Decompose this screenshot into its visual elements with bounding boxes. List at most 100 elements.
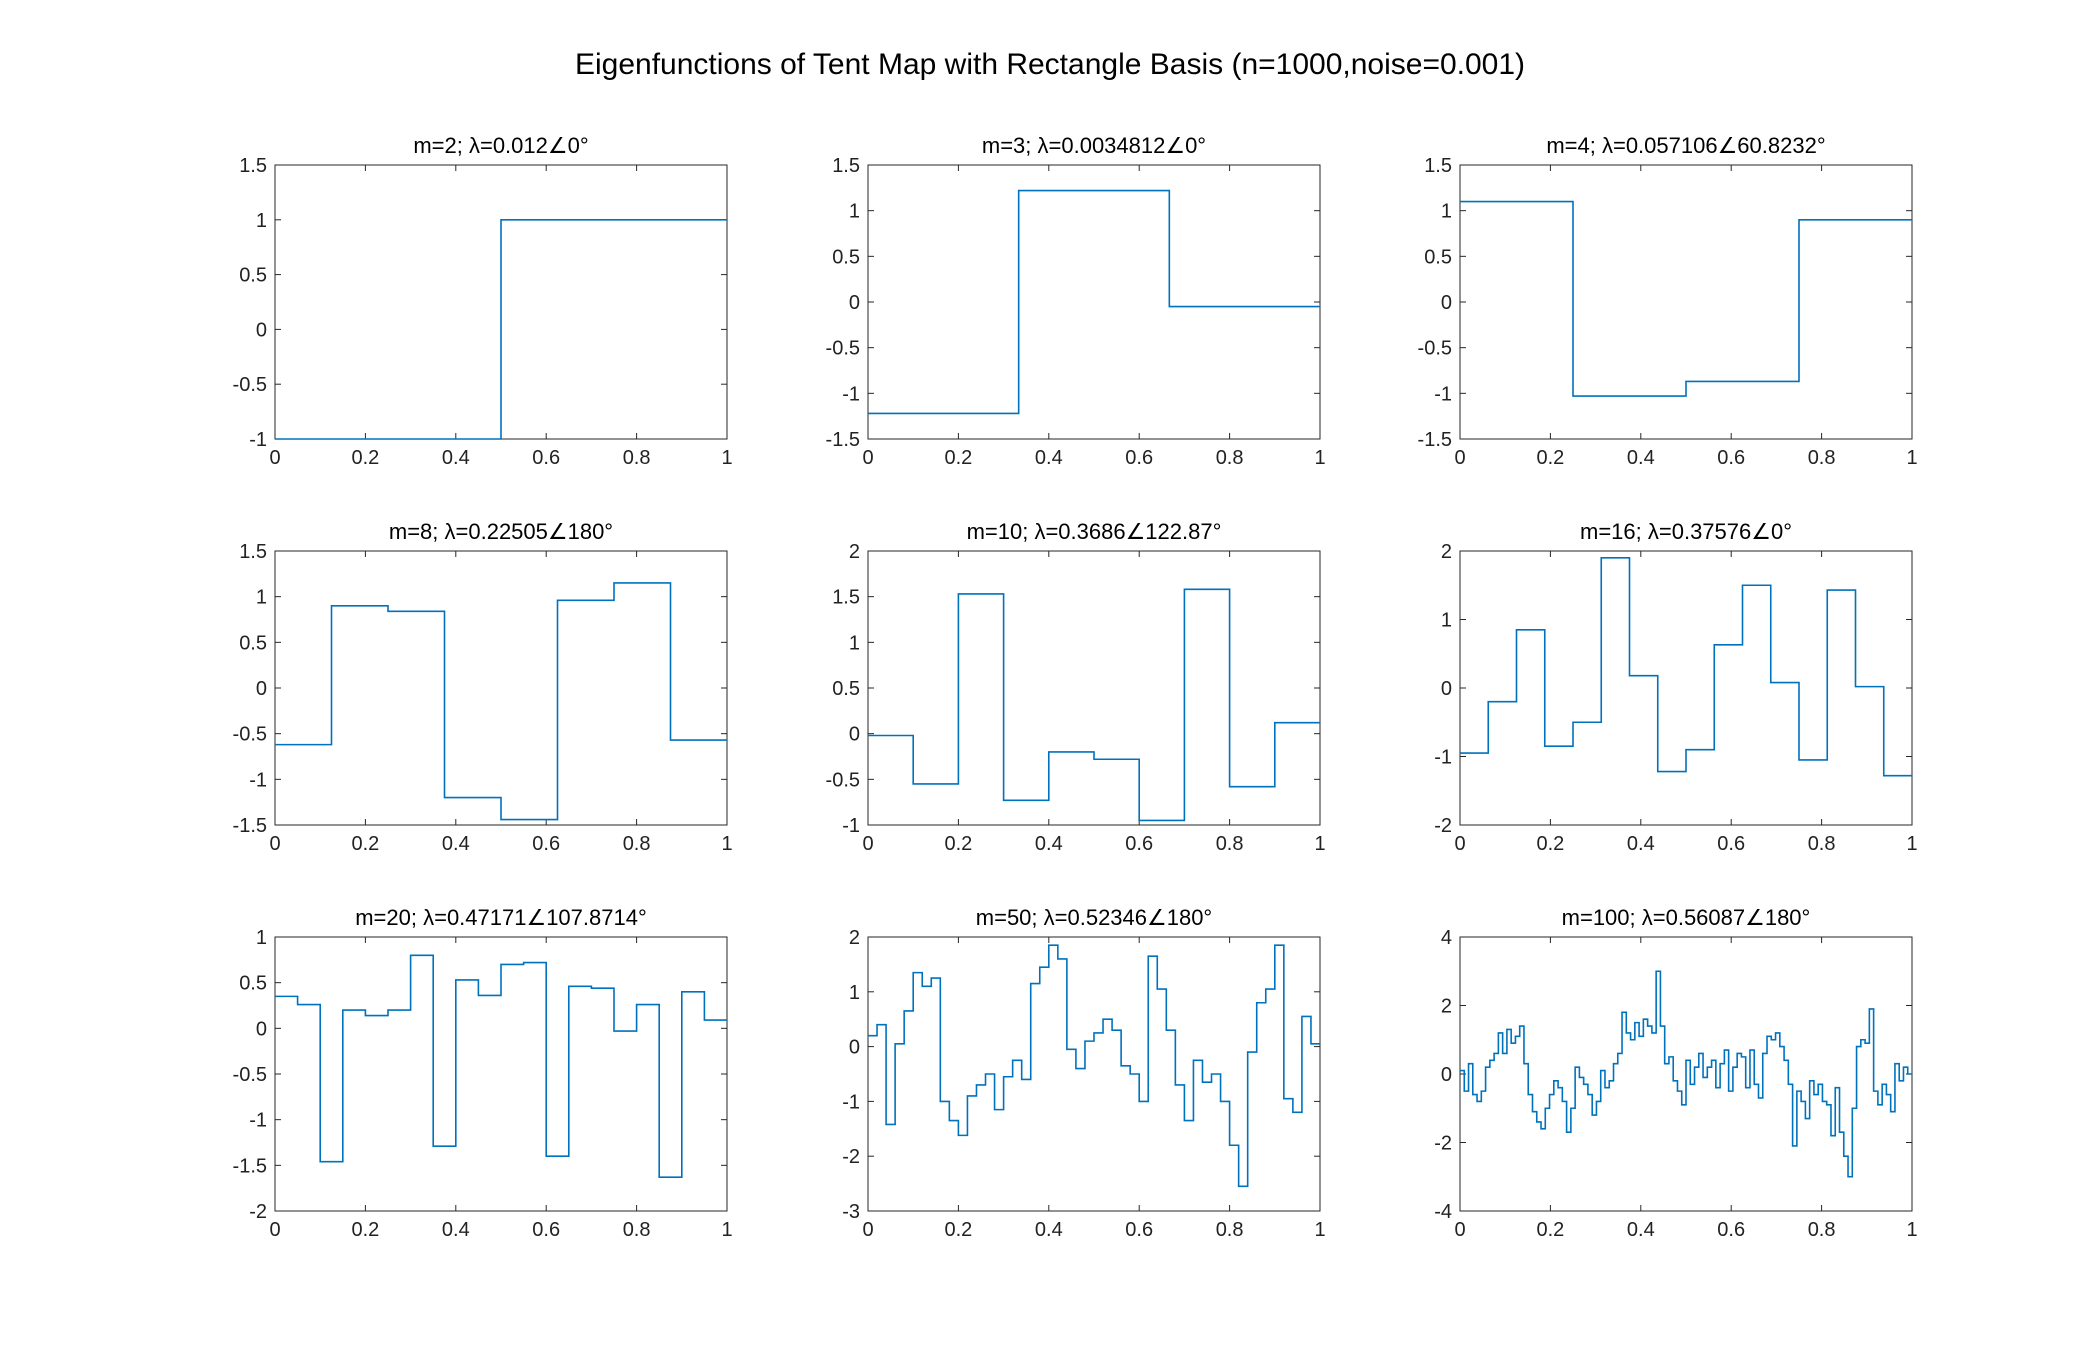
y-tick-label: 1.5 [832,587,860,609]
x-tick-label: 1 [1906,833,1917,855]
x-tick-label: 0.2 [1536,1219,1564,1241]
x-tick-label: 0.6 [532,1219,560,1241]
y-tick-label: -1.5 [233,815,267,837]
y-tick-label: 0 [1441,1064,1452,1086]
x-tick-label: 0.2 [1536,447,1564,469]
y-tick-label: 2 [1441,541,1452,563]
y-tick-label: 2 [849,541,860,563]
axes-box [867,936,1321,1212]
y-tick-label: -1 [249,769,267,791]
x-tick-label: 0.6 [1125,447,1153,469]
x-tick-label: 0.6 [1125,833,1153,855]
subplot-title: m=100; λ=0.56087∠180° [1562,905,1811,930]
x-tick-label: 0.6 [532,447,560,469]
y-tick-label: -2 [249,1201,267,1223]
x-tick-label: 0.2 [944,1219,972,1241]
y-tick-label: 0 [849,724,860,746]
x-tick-label: 0.4 [442,1219,470,1241]
x-tick-label: 0.6 [1717,447,1745,469]
x-tick-label: 0 [269,833,280,855]
y-tick-label: -1.5 [233,1155,267,1177]
x-tick-label: 0.4 [442,833,470,855]
subplot-title: m=16; λ=0.37576∠0° [1580,519,1792,544]
x-tick-label: 0 [862,1219,873,1241]
x-tick-label: 0 [862,447,873,469]
x-tick-label: 1 [721,833,732,855]
x-tick-label: 0.4 [1035,833,1063,855]
subplot-title: m=2; λ=0.012∠0° [413,133,588,158]
eigenfunction-line [868,189,1320,415]
subplot-title: m=50; λ=0.52346∠180° [976,905,1212,930]
x-tick-label: 0 [269,1219,280,1241]
y-tick-label: -0.5 [826,338,860,360]
x-tick-label: 0.2 [944,447,972,469]
subplot-title: m=8; λ=0.22505∠180° [389,519,613,544]
y-tick-label: 1.5 [1424,155,1452,177]
y-tick-label: 2 [849,927,860,949]
subplot-9: m=100; λ=0.56087∠180° 0 0.2 0.4 0.6 0.8 1 -4 -2 0… [1434,905,1917,1241]
x-tick-label: 0.6 [1125,1219,1153,1241]
y-tick-label: -0.5 [233,724,267,746]
subplot-6: m=16; λ=0.37576∠0° 0 0.2 0.4 0.6 0.8 1 -2 -1 0 1 2 [1434,519,1917,855]
y-tick-label: -3 [842,1201,860,1223]
subplot-title: m=20; λ=0.47171∠107.8714° [355,905,647,930]
subplot-4: m=8; λ=0.22505∠180° 0 0.2 0.4 0.6 0.8 1 -1.5 -1 -… [233,519,733,855]
x-tick-label: 0 [1454,833,1465,855]
y-tick-label: 1 [1441,201,1452,223]
x-tick-label: 0.8 [623,447,651,469]
x-tick-label: 1 [1314,833,1325,855]
eigenfunction-line [1460,970,1912,1178]
y-tick-label: -1 [842,1091,860,1113]
x-tick-label: 0.8 [1216,1219,1244,1241]
y-tick-label: -1.5 [1418,429,1452,451]
y-tick-label: 0.5 [832,678,860,700]
y-tick-label: 1 [256,927,267,949]
eigenfunction-line [275,219,727,440]
x-tick-label: 0.4 [1627,447,1655,469]
y-tick-label: 1.5 [239,541,267,563]
eigenfunction-line [275,582,727,821]
subplot-3: m=4; λ=0.057106∠60.8232° 0 0.2 0.4 0.6 0.8 1 -1… [1418,133,1918,469]
y-tick-label: 1.5 [832,155,860,177]
subplot-1: m=2; λ=0.012∠0° 0 0.2 0.4 0.6 0.8 1 -1 -0.5 0 0.5 1… [233,133,733,469]
y-tick-label: -1 [842,383,860,405]
y-tick-label: 1 [256,210,267,232]
x-tick-label: 0.4 [1627,1219,1655,1241]
x-tick-label: 1 [721,447,732,469]
figure-title: Eigenfunctions of Tent Map with Rectangl… [574,48,1526,81]
y-tick-label: -1.5 [826,429,860,451]
axes-box [1459,164,1913,440]
y-tick-label: -0.5 [233,1064,267,1086]
y-tick-label: -1 [1434,383,1452,405]
y-tick-label: -0.5 [1418,338,1452,360]
x-tick-label: 0.8 [623,833,651,855]
y-tick-label: 1 [256,587,267,609]
subplot-2: m=3; λ=0.0034812∠0° 0 0.2 0.4 0.6 0.8 1 -1.5 -1 -… [826,133,1326,469]
y-tick-label: 0.5 [832,246,860,268]
y-tick-label: 0 [1441,292,1452,314]
subplot-title: m=4; λ=0.057106∠60.8232° [1546,133,1825,158]
x-tick-label: 0.2 [944,833,972,855]
x-tick-label: 0.8 [1808,447,1836,469]
x-tick-label: 0.2 [351,833,379,855]
x-tick-label: 0.2 [351,1219,379,1241]
x-tick-label: 1 [1314,1219,1325,1241]
x-tick-label: 1 [1906,447,1917,469]
x-tick-label: 1 [1314,447,1325,469]
x-tick-label: 0 [1454,1219,1465,1241]
x-tick-label: 0.6 [1717,1219,1745,1241]
axes-box [867,164,1321,440]
subplot-title: m=10; λ=0.3686∠122.87° [967,519,1222,544]
x-tick-label: 0.8 [1216,447,1244,469]
y-tick-label: -0.5 [233,374,267,396]
axes-box [1459,550,1913,826]
y-tick-label: 4 [1441,927,1452,949]
y-tick-label: 0 [256,678,267,700]
y-tick-label: 1.5 [239,155,267,177]
subplot-8: m=50; λ=0.52346∠180° 0 0.2 0.4 0.6 0.8 1 -3 -2 -1… [842,905,1325,1241]
x-tick-label: 0.4 [1627,833,1655,855]
eigenfunction-line [275,954,727,1179]
y-tick-label: -1 [249,429,267,451]
y-tick-label: 0.5 [239,265,267,287]
y-tick-label: -1 [249,1110,267,1132]
